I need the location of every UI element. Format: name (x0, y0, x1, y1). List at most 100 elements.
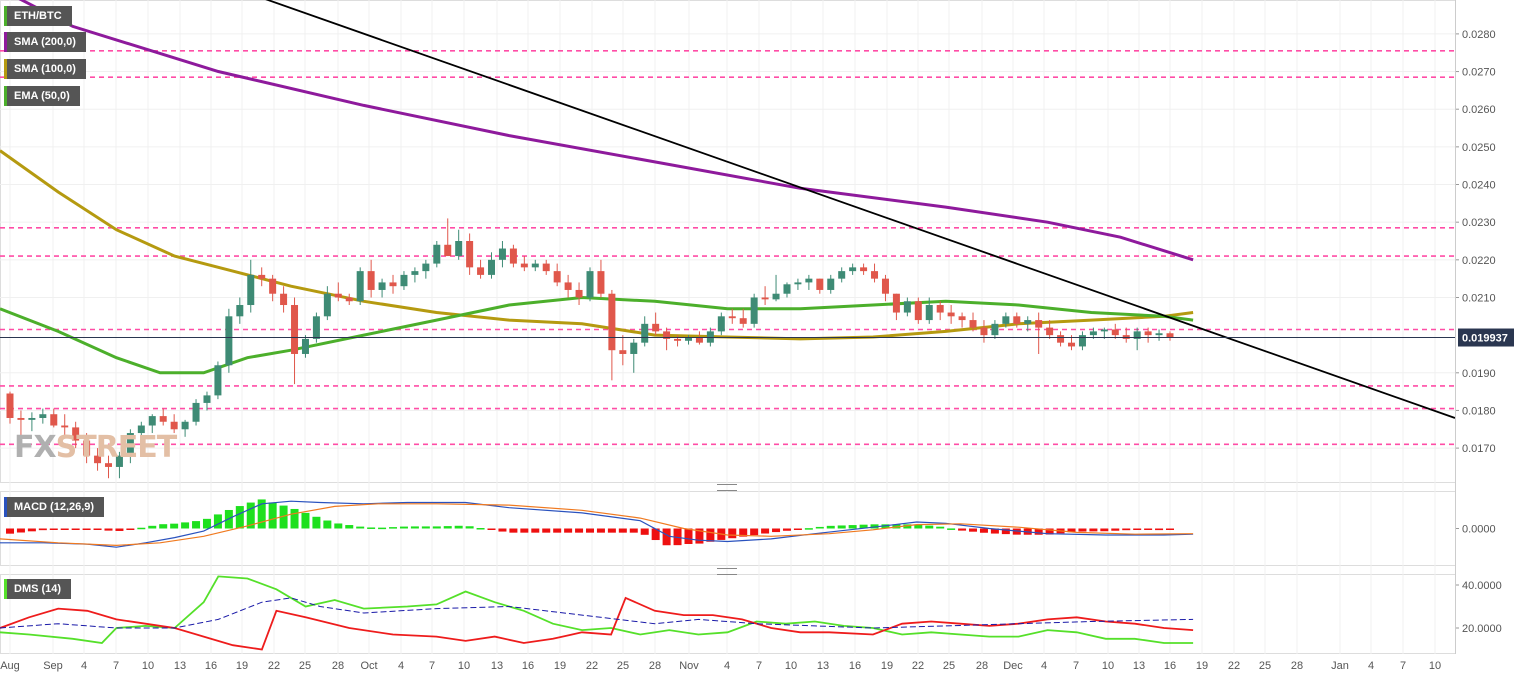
x-tick-label: 25 (943, 660, 955, 672)
macd-tag[interactable]: MACD (12,26,9) (4, 497, 105, 517)
candle (159, 408, 167, 426)
candle (455, 229, 463, 260)
sma100-tag[interactable]: SMA (100,0) (4, 59, 86, 79)
macd-histogram-bar (93, 528, 102, 530)
candle (553, 263, 561, 287)
candle (203, 391, 211, 411)
macd-histogram-bar (607, 528, 616, 533)
macd-histogram-bar (6, 528, 14, 534)
candle-body (903, 301, 911, 313)
candle-body (641, 323, 649, 343)
candle (192, 399, 200, 426)
x-tick-label: 22 (586, 660, 598, 672)
macd-histogram-bar (947, 528, 956, 530)
candle (586, 267, 594, 302)
x-tick-label: 28 (1291, 660, 1303, 672)
macd-histogram-bar (476, 528, 485, 530)
macd-histogram-bar (586, 528, 594, 533)
ema50-label: EMA (50,0) (14, 90, 70, 102)
y-tick-label: 0.0250 (1462, 142, 1496, 154)
candle (816, 278, 824, 294)
sma200-tag[interactable]: SMA (200,0) (4, 32, 86, 52)
candle-body (564, 282, 572, 290)
dms-y-tick-label: 40.0000 (1462, 580, 1502, 592)
x-tick-label: 7 (429, 660, 435, 672)
x-tick-label: 13 (817, 660, 829, 672)
x-tick-label: 13 (1133, 660, 1145, 672)
y-tick-label: 0.0190 (1462, 368, 1496, 380)
candle (925, 297, 933, 324)
candle-body (498, 248, 506, 260)
candle-body (695, 337, 703, 343)
candle-body (455, 241, 463, 257)
macd-histogram-bar (1144, 528, 1153, 530)
candle-body (466, 241, 474, 268)
candle (641, 316, 649, 347)
candle-body (39, 414, 47, 418)
candle (94, 448, 102, 471)
candle-body (1013, 316, 1021, 324)
candle-body (674, 338, 682, 341)
candle (849, 263, 857, 275)
macd-histogram-bar (1111, 528, 1120, 531)
candle (903, 297, 911, 317)
macd-histogram-bar (1122, 528, 1131, 531)
pane-resize-handle-1[interactable] (717, 484, 737, 491)
candle-body (652, 323, 660, 332)
macd-histogram-bar (192, 521, 201, 529)
x-tick-label: Jan (1331, 660, 1349, 672)
candle-body (367, 271, 375, 290)
macd-histogram-bar (629, 528, 638, 533)
macd-histogram-bar (454, 525, 463, 529)
candle (838, 267, 846, 283)
x-tick-label: 7 (1073, 660, 1079, 672)
ema50-tag[interactable]: EMA (50,0) (4, 86, 80, 106)
macd-histogram-bar (739, 528, 748, 537)
macd-histogram-bar (410, 526, 419, 529)
candle (28, 412, 36, 432)
macd-histogram-bar (38, 528, 47, 531)
x-tick-label: 28 (976, 660, 988, 672)
pair-tag[interactable]: ETH/BTC (4, 6, 72, 26)
candle (827, 274, 835, 294)
macd-histogram-bar (498, 528, 507, 532)
pane-resize-handle-2[interactable] (717, 568, 737, 575)
candle-body (312, 316, 320, 339)
macd-histogram-bar (16, 528, 25, 533)
y-tick-label: 0.0280 (1462, 29, 1496, 41)
candle-body (849, 267, 857, 272)
candle-body (345, 297, 353, 302)
macd-histogram-bar (979, 528, 988, 533)
candle (1078, 331, 1086, 351)
macd-histogram-bar (772, 528, 781, 533)
candle-body (947, 312, 955, 317)
candle-body (477, 267, 485, 275)
x-tick-label: 7 (1400, 660, 1406, 672)
dms-tag[interactable]: DMS (14) (4, 579, 72, 599)
x-tick-label: 4 (398, 660, 404, 672)
candle (794, 278, 802, 290)
y-tick-label: 0.0220 (1462, 255, 1496, 267)
candle (334, 282, 342, 302)
candle-body (509, 248, 517, 264)
macd-histogram-bar (82, 528, 91, 530)
x-tick-label: 13 (491, 660, 503, 672)
macd-histogram-bar (104, 528, 113, 531)
candle-body (991, 323, 999, 336)
x-tick-label: 19 (881, 660, 893, 672)
macd-histogram-bar (465, 526, 474, 529)
macd-histogram-bar (1133, 528, 1142, 530)
macd-histogram-bar (542, 528, 551, 533)
macd-histogram-bar (1078, 528, 1087, 532)
x-tick-label: 19 (236, 660, 248, 672)
candle-body (575, 289, 583, 298)
x-tick-label: 28 (649, 660, 661, 672)
macd-histogram-bar (137, 527, 146, 530)
candle (291, 297, 299, 385)
candle (1133, 327, 1141, 351)
candle-body (630, 342, 638, 354)
x-tick-label: 4 (724, 660, 730, 672)
candle-body (170, 421, 178, 430)
candle-body (1155, 333, 1163, 336)
candle (958, 312, 966, 328)
